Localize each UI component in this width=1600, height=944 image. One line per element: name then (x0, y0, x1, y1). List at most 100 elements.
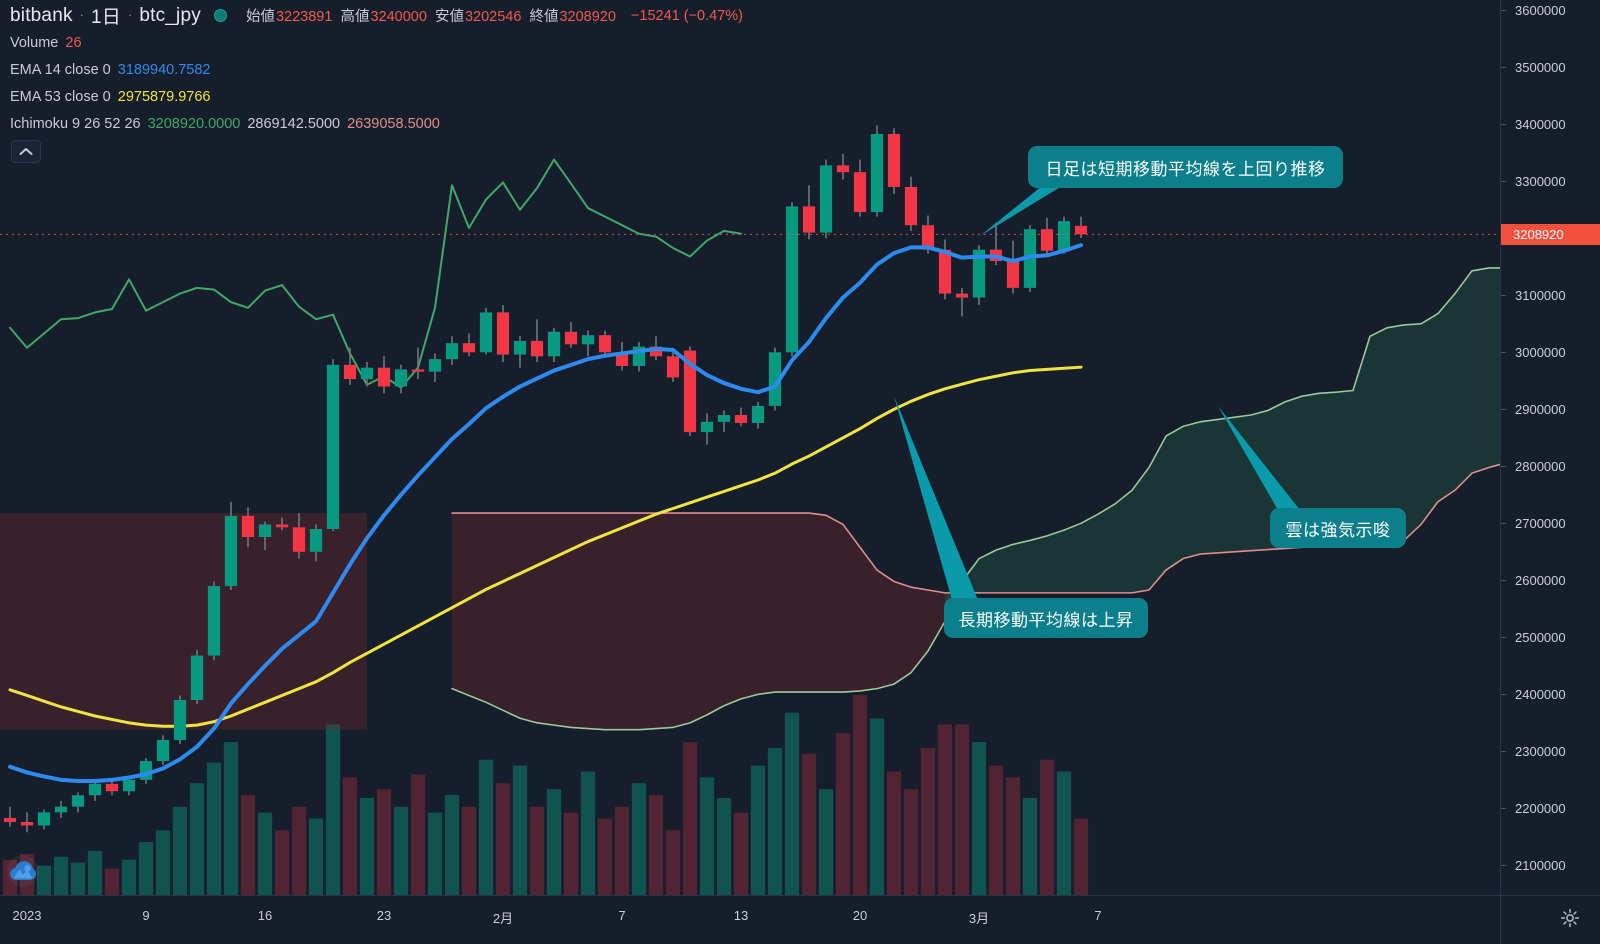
price-axis-label: 2100000 (1515, 858, 1566, 874)
volume-bar (1073, 818, 1089, 895)
annotation-callout-3[interactable]: 雲は強気示唆 (1270, 508, 1406, 548)
time-axis[interactable]: 2023 9 16 23 2月 7 13 20 3月 7 (0, 895, 1600, 944)
candle-body (853, 172, 867, 213)
price-axis-tick: 2700000 (1501, 516, 1600, 532)
collapse-legend-button[interactable] (11, 140, 41, 163)
volume-bar (665, 830, 681, 895)
volume-bar (189, 783, 205, 895)
volume-bar (869, 718, 885, 895)
current-price-tag[interactable]: 3208920 (1501, 224, 1600, 246)
tick-mark (1501, 124, 1506, 126)
candle-body (819, 165, 833, 233)
candle-body (377, 367, 391, 387)
volume-bar (172, 806, 188, 895)
tradingview-logo[interactable] (7, 855, 39, 887)
candle-body (904, 186, 918, 226)
candle-body (751, 405, 765, 423)
candle-body (241, 515, 255, 537)
candle-body (428, 359, 442, 372)
volume-bar (36, 865, 52, 895)
tick-mark (1501, 865, 1506, 867)
candle-body (496, 312, 510, 355)
candle-body (394, 369, 408, 387)
candle-body (462, 343, 476, 353)
candle-body (309, 529, 323, 552)
price-axis-label: 3500000 (1515, 60, 1566, 76)
price-axis-tick: 2500000 (1501, 630, 1600, 646)
gear-icon (1560, 908, 1580, 928)
candle-body (275, 524, 289, 528)
volume-bar (70, 862, 86, 895)
candle-body (37, 812, 51, 826)
volume-bar (852, 695, 868, 895)
tick-mark (1501, 10, 1506, 12)
candle-body (870, 133, 884, 213)
volume-bar (512, 765, 528, 895)
volume-bar (716, 797, 732, 895)
axis-corner (1500, 896, 1600, 944)
price-axis-tick: 3100000 (1501, 288, 1600, 304)
volume-bar (393, 806, 409, 895)
volume-bar (614, 806, 630, 895)
price-axis-label: 3600000 (1515, 3, 1566, 19)
tick-mark (1501, 694, 1506, 696)
price-axis-tick: 3600000 (1501, 3, 1600, 19)
volume-bar (546, 789, 562, 895)
volume-bar (801, 753, 817, 895)
price-axis-label: 2200000 (1515, 801, 1566, 817)
volume-bar (920, 747, 936, 895)
candle-body (683, 350, 697, 433)
volume-bar (835, 733, 851, 895)
candle-body (411, 369, 425, 372)
price-axis-label: 3400000 (1515, 117, 1566, 133)
tick-mark (1501, 580, 1506, 582)
annotation-text: 日足は短期移動平均線を上回り推移 (1045, 159, 1326, 179)
volume-bar (563, 812, 579, 895)
candle-body (3, 818, 17, 823)
price-axis-tick: 3000000 (1501, 345, 1600, 361)
price-axis-tick: 3300000 (1501, 174, 1600, 190)
volume-bar (937, 724, 953, 895)
candlestick-series (3, 125, 1088, 833)
chart-settings-button[interactable] (1560, 908, 1582, 930)
volume-bar (155, 830, 171, 895)
candle-body (836, 165, 850, 173)
volume-bar (954, 724, 970, 895)
volume-bar (2, 859, 18, 895)
volume-bar (376, 789, 392, 895)
price-axis-label: 2400000 (1515, 687, 1566, 703)
volume-bar (104, 868, 120, 895)
volume-bar (818, 789, 834, 895)
volume-bar (138, 842, 154, 895)
candle-body (513, 340, 527, 355)
candle-body (1040, 229, 1054, 251)
candle-body (666, 356, 680, 378)
candle-body (649, 346, 663, 357)
candle-body (71, 795, 85, 807)
volume-bar (410, 774, 426, 895)
price-axis-tick: 2200000 (1501, 801, 1600, 817)
price-axis-label: 2800000 (1515, 459, 1566, 475)
price-axis-label: 2600000 (1515, 573, 1566, 589)
candle-body (360, 367, 374, 380)
price-axis-label: 2300000 (1515, 744, 1566, 760)
volume-bar (1022, 797, 1038, 895)
candle-body (343, 364, 357, 380)
annotation-callout-1[interactable]: 日足は短期移動平均線を上回り推移 (1028, 146, 1343, 188)
volume-bar (461, 806, 477, 895)
time-axis-label: 2月 (492, 911, 514, 926)
price-axis-tick: 2600000 (1501, 573, 1600, 589)
price-axis-tick: 3400000 (1501, 117, 1600, 133)
volume-bar (1039, 759, 1055, 895)
price-axis-label: 2500000 (1515, 630, 1566, 646)
price-axis-label: 3300000 (1515, 174, 1566, 190)
annotation-callout-2[interactable]: 長期移動平均線は上昇 (944, 598, 1148, 638)
price-axis[interactable]: 3600000350000034000003300000320000031000… (1500, 0, 1600, 895)
candle-body (785, 206, 799, 353)
tick-mark (1501, 67, 1506, 69)
chart-plot-area[interactable] (0, 0, 1500, 895)
candle-body (564, 331, 578, 345)
volume-bar (767, 747, 783, 895)
candle-body (581, 335, 595, 345)
tick-mark (1501, 637, 1506, 639)
